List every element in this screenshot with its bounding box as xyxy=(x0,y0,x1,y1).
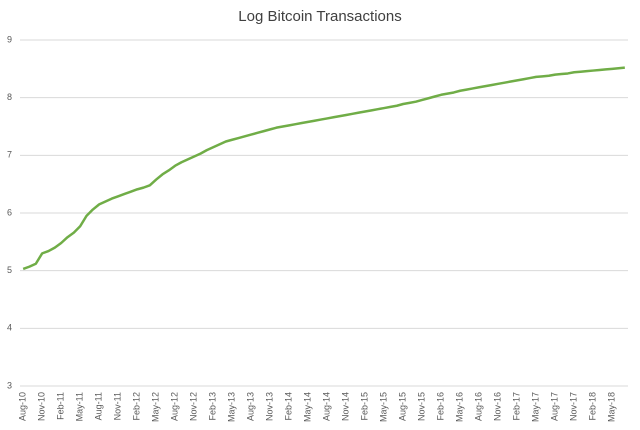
x-tick-label: Feb-15 xyxy=(360,392,370,421)
x-tick-label: Nov-15 xyxy=(417,392,427,421)
x-tick-label: Feb-18 xyxy=(588,392,598,421)
x-tick-label: Aug-10 xyxy=(18,392,28,421)
x-tick-label: Nov-10 xyxy=(37,392,47,421)
x-tick-label: Aug-17 xyxy=(550,392,560,421)
data-line xyxy=(22,66,625,271)
x-tick-label: May-12 xyxy=(151,392,161,422)
x-tick-label: Feb-12 xyxy=(132,392,142,421)
x-tick-label: May-11 xyxy=(75,392,85,421)
x-tick-label: May-14 xyxy=(303,392,313,422)
y-tick-label: 4 xyxy=(7,323,12,333)
y-tick-label: 7 xyxy=(7,150,12,160)
x-tick-label: Aug-16 xyxy=(474,392,484,421)
y-tick-label: 9 xyxy=(7,34,12,44)
x-tick-label: May-16 xyxy=(455,392,465,422)
x-tick-label: Nov-16 xyxy=(493,392,503,421)
x-tick-label: Feb-16 xyxy=(436,392,446,421)
x-tick-label: Aug-11 xyxy=(94,392,104,420)
x-tick-label: May-18 xyxy=(607,392,617,422)
x-tick-label: May-17 xyxy=(531,392,541,422)
y-tick-label: 5 xyxy=(7,265,12,275)
x-tick-label: Nov-13 xyxy=(265,392,275,421)
y-tick-label: 8 xyxy=(7,92,12,102)
x-tick-label: Nov-14 xyxy=(341,392,351,421)
x-tick-label: Feb-17 xyxy=(512,392,522,421)
x-tick-label: Feb-11 xyxy=(56,392,66,420)
x-tick-label: May-15 xyxy=(379,392,389,422)
x-tick-label: Feb-13 xyxy=(208,392,218,421)
x-tick-label: Nov-12 xyxy=(189,392,199,421)
chart-title: Log Bitcoin Transactions xyxy=(238,8,401,25)
x-tick-label: Nov-17 xyxy=(569,392,579,421)
x-tick-label: Aug-12 xyxy=(170,392,180,421)
x-tick-label: Aug-15 xyxy=(398,392,408,421)
x-tick-label: Aug-13 xyxy=(246,392,256,421)
y-tick-label: 6 xyxy=(7,207,12,217)
x-tick-label: May-13 xyxy=(227,392,237,422)
x-tick-label: Feb-14 xyxy=(284,392,294,421)
x-tick-label: Nov-11 xyxy=(113,392,123,420)
x-tick-label: Aug-14 xyxy=(322,392,332,421)
y-tick-label: 3 xyxy=(7,380,12,390)
